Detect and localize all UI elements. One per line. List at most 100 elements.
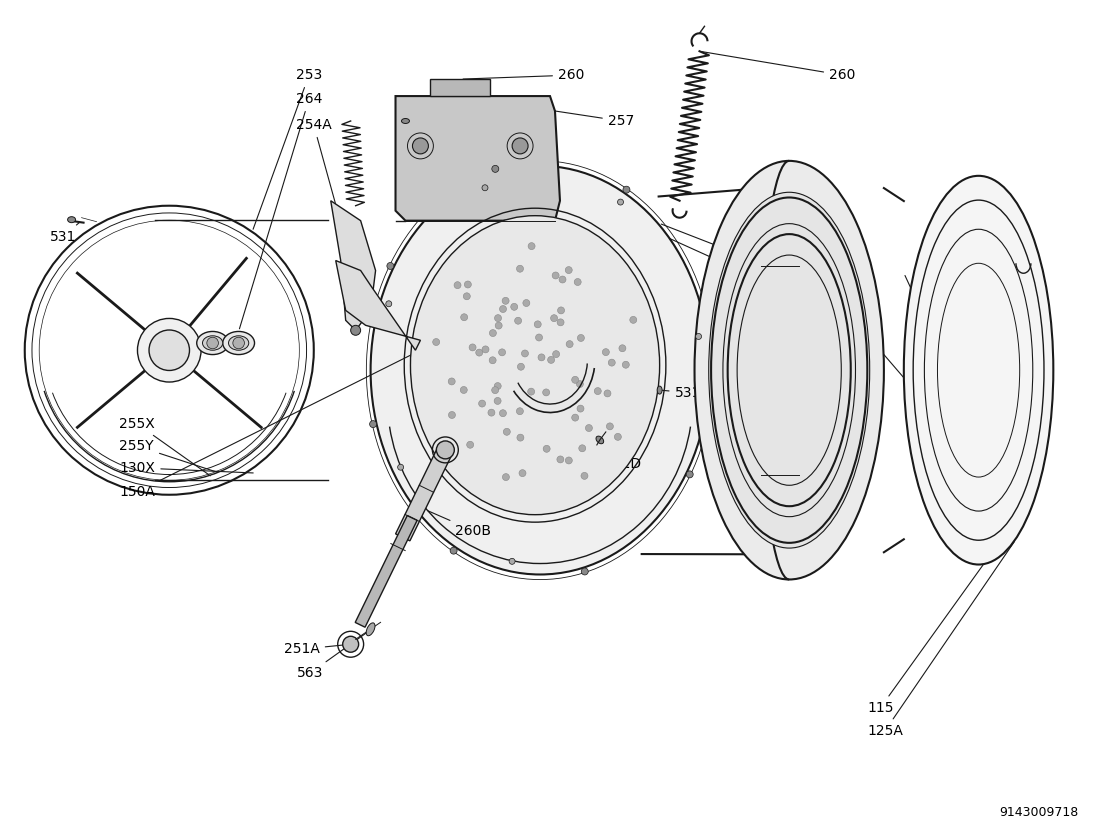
Circle shape (686, 471, 693, 478)
Text: 531C: 531C (411, 114, 525, 128)
Circle shape (535, 321, 541, 328)
Text: 115: 115 (867, 532, 1006, 715)
Circle shape (449, 412, 455, 418)
Circle shape (504, 428, 510, 435)
Circle shape (538, 354, 544, 361)
Text: 531B: 531B (662, 386, 711, 400)
Text: 253: 253 (253, 68, 322, 229)
Text: 150A: 150A (120, 351, 418, 499)
Circle shape (370, 421, 376, 428)
Text: 254A: 254A (296, 118, 345, 238)
Circle shape (581, 472, 589, 480)
Circle shape (559, 276, 566, 283)
Circle shape (490, 329, 496, 337)
Circle shape (503, 474, 509, 480)
Circle shape (572, 414, 579, 421)
Circle shape (464, 281, 471, 288)
Circle shape (594, 387, 602, 395)
Circle shape (386, 301, 392, 307)
Circle shape (233, 337, 244, 349)
Circle shape (581, 568, 589, 575)
Circle shape (557, 319, 564, 326)
Circle shape (517, 434, 524, 441)
Ellipse shape (657, 386, 662, 394)
Circle shape (492, 165, 498, 172)
Polygon shape (331, 201, 375, 330)
Circle shape (482, 346, 490, 353)
Text: 250: 250 (661, 224, 850, 299)
Circle shape (513, 138, 528, 154)
Circle shape (432, 339, 440, 345)
Circle shape (566, 341, 573, 348)
Text: 9143009718: 9143009718 (999, 806, 1078, 819)
Circle shape (495, 322, 503, 329)
Circle shape (517, 363, 525, 370)
Ellipse shape (366, 622, 375, 636)
Circle shape (207, 337, 219, 349)
Circle shape (499, 306, 506, 312)
FancyArrow shape (396, 446, 452, 541)
Polygon shape (396, 96, 560, 221)
Circle shape (619, 344, 626, 352)
Circle shape (576, 381, 583, 387)
Text: 260: 260 (463, 68, 584, 82)
Circle shape (565, 457, 572, 464)
Circle shape (536, 334, 542, 341)
Circle shape (454, 281, 461, 289)
Text: 260B: 260B (428, 511, 492, 538)
Circle shape (552, 272, 559, 279)
Circle shape (499, 410, 506, 417)
Text: 130X: 130X (120, 461, 253, 475)
Ellipse shape (904, 176, 1054, 564)
Circle shape (704, 312, 711, 320)
Circle shape (604, 390, 611, 397)
Circle shape (615, 433, 622, 440)
Text: 251A: 251A (284, 643, 348, 656)
Circle shape (603, 349, 609, 355)
Circle shape (437, 441, 454, 459)
Circle shape (351, 325, 361, 335)
Circle shape (138, 318, 201, 382)
Ellipse shape (202, 336, 222, 350)
Circle shape (502, 297, 509, 304)
Circle shape (450, 547, 458, 554)
Circle shape (574, 279, 581, 286)
Text: 563: 563 (297, 628, 373, 680)
Circle shape (343, 636, 359, 652)
Circle shape (478, 400, 485, 407)
Text: 531: 531 (50, 223, 79, 244)
Circle shape (494, 382, 502, 390)
Ellipse shape (708, 192, 870, 548)
Circle shape (695, 333, 702, 339)
Text: 531D: 531D (602, 440, 642, 471)
Circle shape (466, 441, 474, 449)
Circle shape (448, 378, 455, 385)
Circle shape (579, 445, 586, 452)
Polygon shape (336, 260, 420, 350)
Circle shape (490, 357, 496, 364)
Circle shape (387, 262, 394, 270)
Text: 130: 130 (670, 239, 850, 322)
Circle shape (482, 185, 488, 191)
Circle shape (461, 314, 468, 321)
Text: 257A: 257A (905, 276, 989, 427)
Circle shape (608, 360, 615, 366)
Circle shape (630, 317, 637, 323)
Circle shape (558, 307, 564, 314)
Circle shape (397, 465, 404, 470)
Circle shape (460, 386, 467, 393)
Text: 531F: 531F (455, 353, 493, 372)
Circle shape (552, 350, 560, 358)
Circle shape (494, 397, 502, 404)
Ellipse shape (67, 217, 76, 223)
Circle shape (623, 186, 630, 193)
Text: 125: 125 (791, 247, 931, 400)
Circle shape (551, 315, 558, 322)
Circle shape (495, 315, 502, 322)
Circle shape (515, 318, 521, 324)
Circle shape (519, 470, 526, 476)
Text: 125A: 125A (867, 542, 1014, 738)
Circle shape (463, 293, 471, 300)
FancyArrow shape (355, 516, 417, 627)
Circle shape (412, 138, 428, 154)
